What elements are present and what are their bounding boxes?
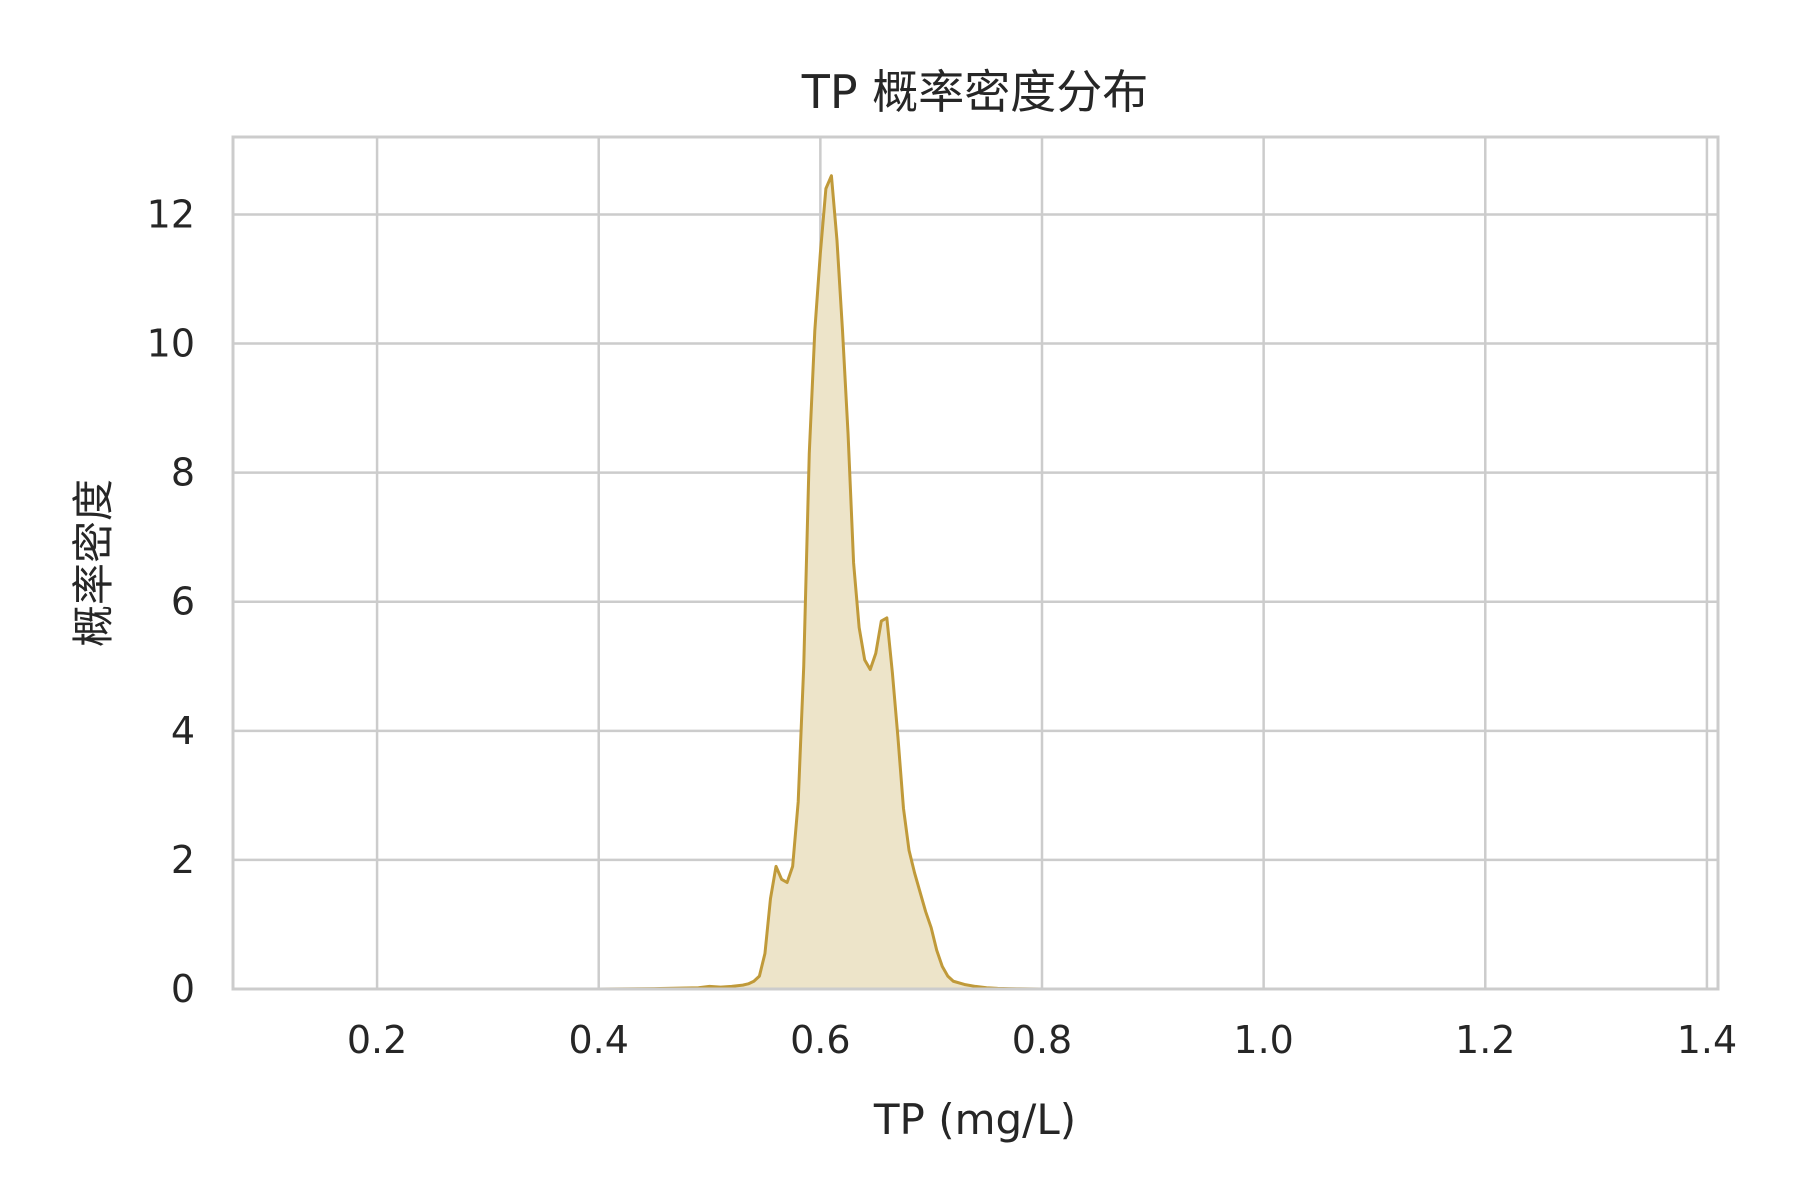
x-tick-label: 1.0 [1233,1018,1293,1062]
grid-layer [233,137,1718,991]
tick-layer: 0.2 0.4 0.6 0.8 1.0 1.2 1.4 0 2 4 6 8 10 12 [147,192,1737,1062]
x-tick-label: 0.2 [347,1018,407,1062]
x-tick-label: 0.8 [1012,1018,1072,1062]
y-tick-label: 0 [171,967,195,1011]
y-tick-label: 10 [147,322,195,366]
y-tick-label: 6 [171,580,195,624]
y-tick-label: 12 [147,192,195,236]
x-tick-label: 1.2 [1455,1018,1515,1062]
density-area [598,175,1685,990]
chart-title: TP 概率密度分布 [801,65,1148,119]
x-tick-label: 0.4 [568,1018,628,1062]
x-tick-label: 1.4 [1677,1018,1737,1062]
x-tick-label: 0.6 [790,1018,850,1062]
y-tick-label: 4 [171,709,195,753]
plot-frame [231,135,1720,991]
x-axis-label: TP (mg/L) [873,1095,1076,1144]
y-tick-label: 2 [171,838,195,882]
y-tick-label: 8 [171,451,195,495]
y-axis-label: 概率密度 [69,479,118,647]
